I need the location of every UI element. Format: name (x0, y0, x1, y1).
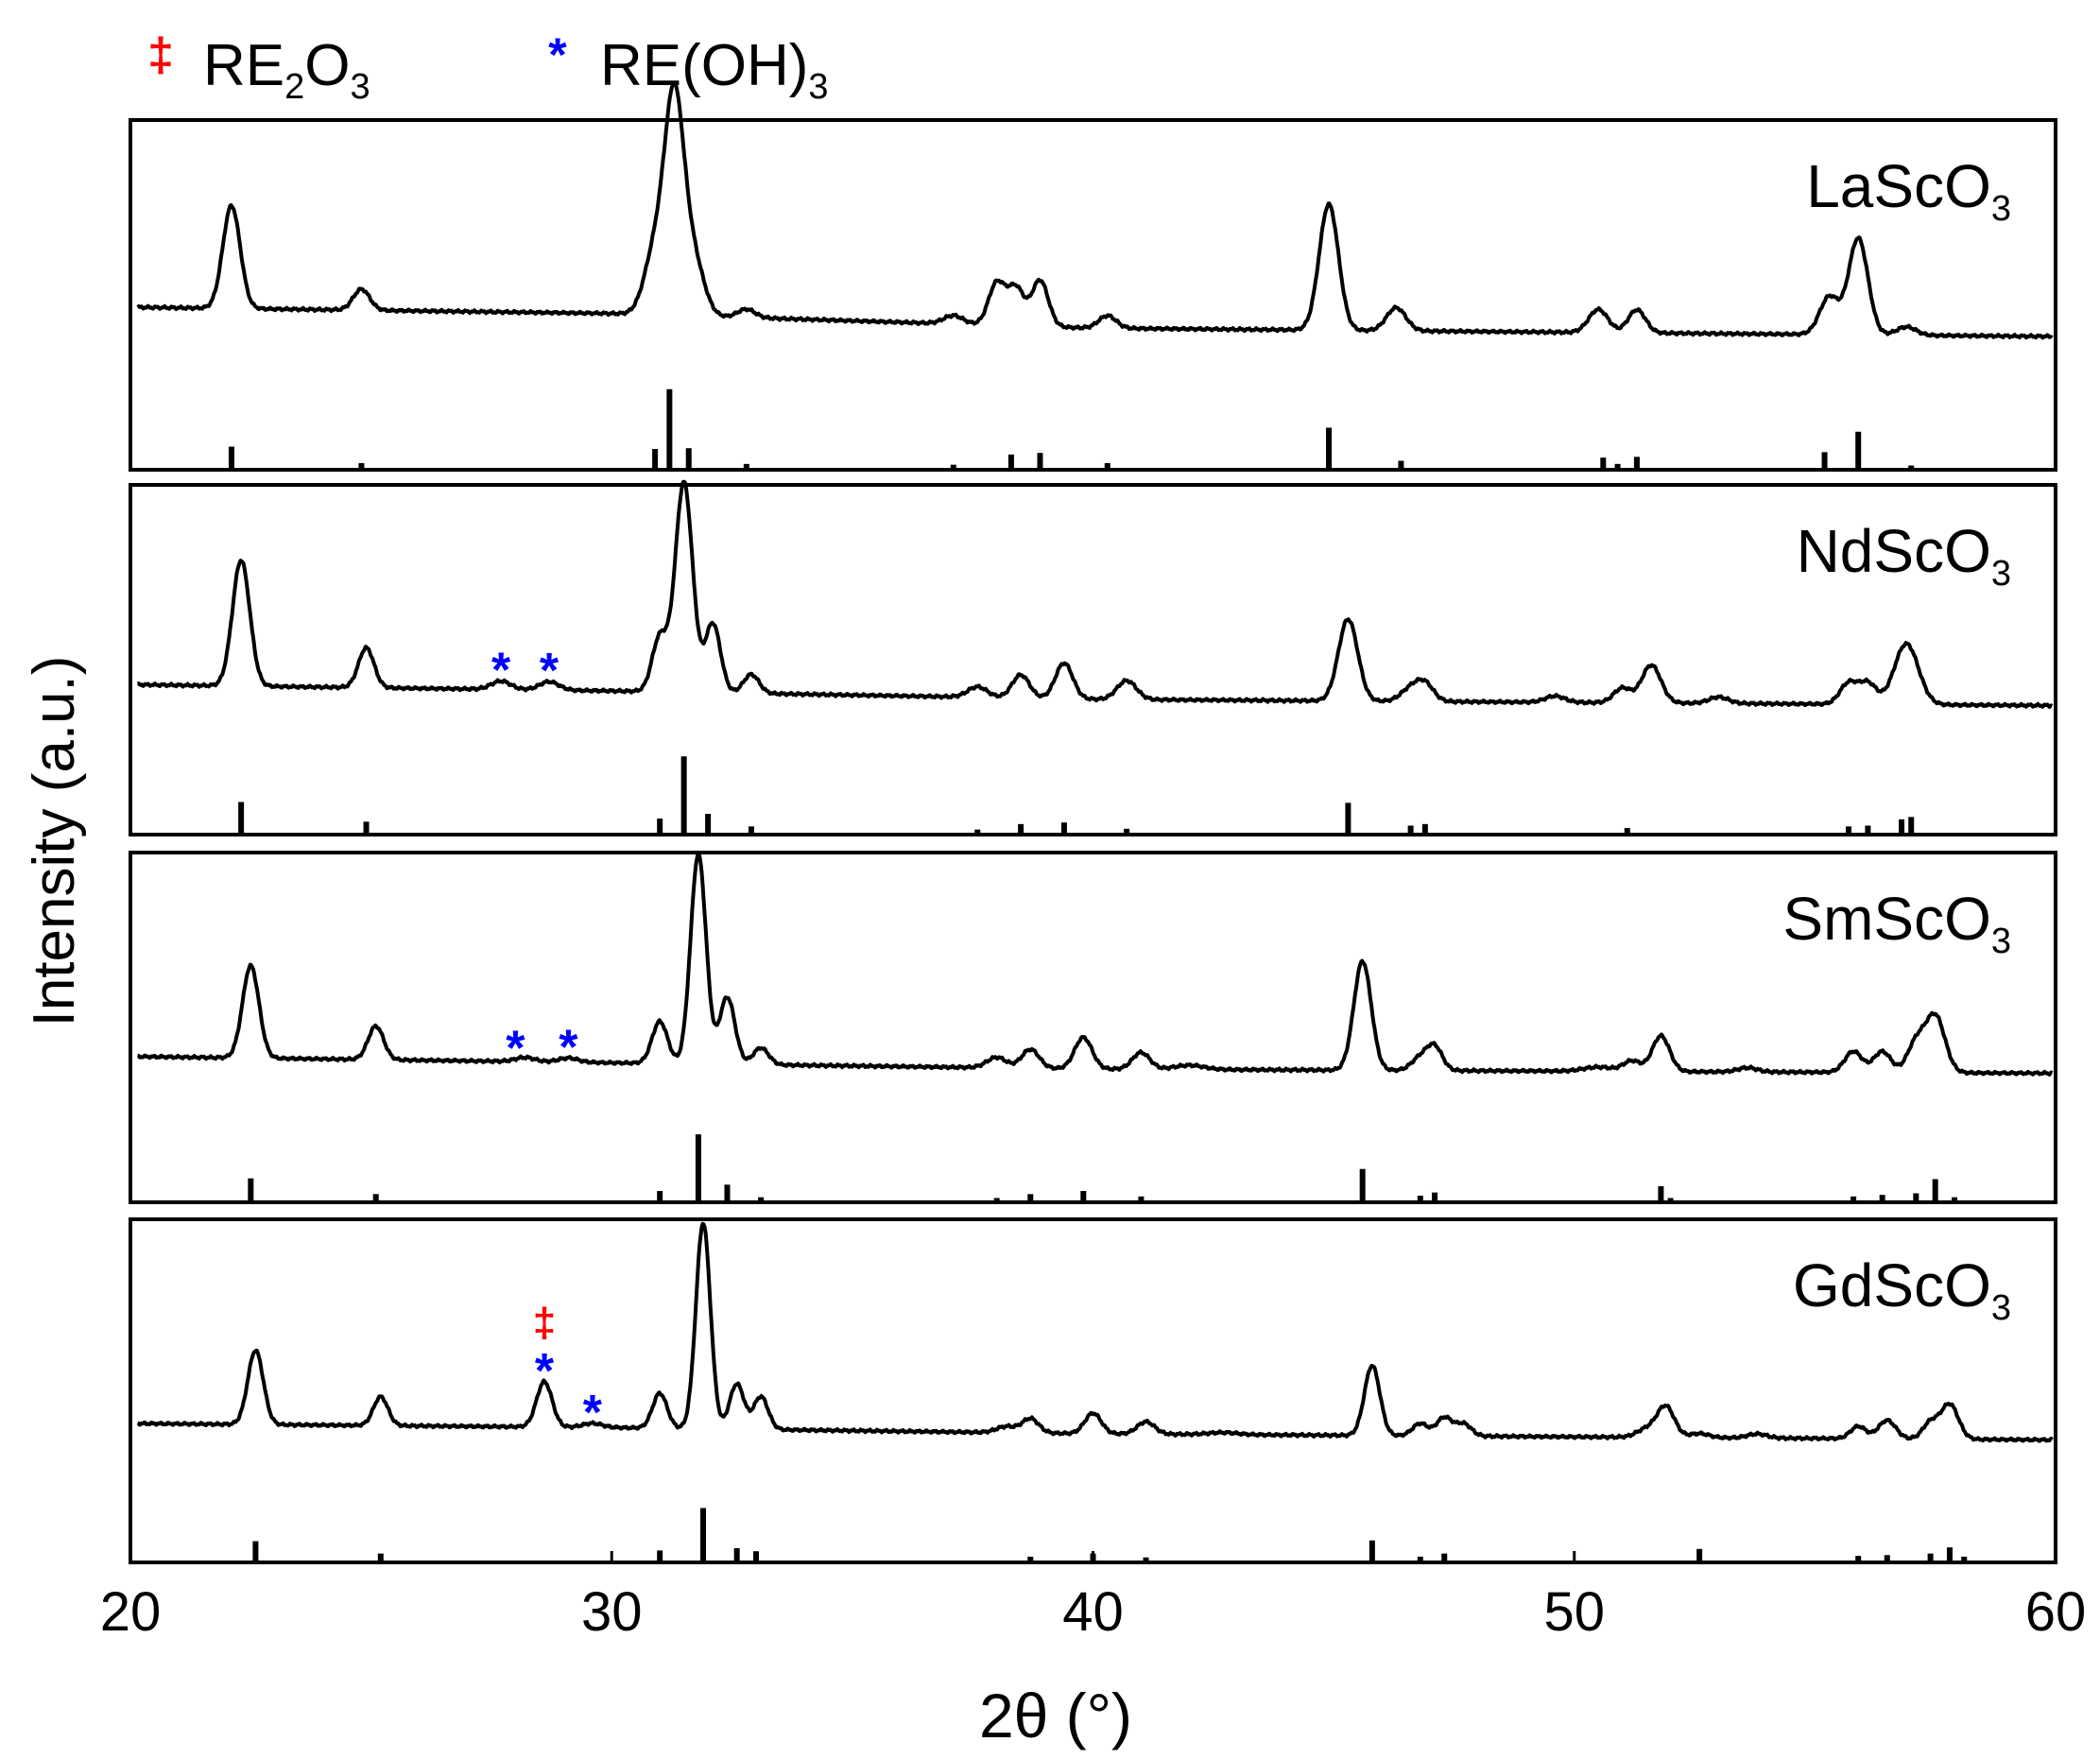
marker-3-0-0: * (535, 1344, 555, 1399)
x-tick-label-4: 60 (2025, 1581, 2087, 1643)
panel-frame-0 (129, 118, 2057, 472)
y-axis-label: Intensity (a.u.) (22, 656, 87, 1027)
xrd-curve-0 (136, 82, 2054, 340)
x-tick-label-0: 20 (100, 1581, 162, 1643)
marker-3-1-0: * (583, 1386, 603, 1440)
legend: ‡ RE2O3 * RE(OH)3 (147, 28, 828, 107)
panel-1: NdScO3 * * (129, 479, 2057, 836)
legend-symbol-1: * (548, 28, 567, 81)
legend-symbol-0: ‡ (147, 28, 174, 81)
panel-frame-1 (129, 483, 2057, 836)
panel-frame-2 (129, 851, 2057, 1204)
legend-label-0: RE2O3 (203, 33, 370, 107)
panel-0: LaScO3 (129, 82, 2057, 472)
marker-1-1-0: * (540, 644, 559, 698)
marker-2-0-0: * (506, 1021, 525, 1076)
panel-frame-3 (129, 1217, 2057, 1564)
panel-3: GdScO3*‡* (129, 1217, 2057, 1564)
x-axis-label: 2θ (°) (979, 1681, 1132, 1750)
xrd-curve-1 (136, 479, 2054, 709)
panel-label-3: GdScO3 (1793, 1251, 2011, 1328)
marker-3-0-1: ‡ (533, 1300, 556, 1346)
marker-2-1-0: * (559, 1020, 578, 1075)
panel-label-0: LaScO3 (1806, 152, 2011, 229)
x-tick-label-3: 50 (1543, 1581, 1605, 1643)
marker-1-0-0: * (491, 644, 511, 698)
panel-label-2: SmScO3 (1782, 885, 2011, 961)
panel-2: SmScO3 * * (129, 851, 2057, 1204)
x-tick-label-2: 40 (1062, 1581, 1124, 1643)
x-tick-label-1: 30 (581, 1581, 643, 1643)
panel-label-1: NdScO3 (1797, 517, 2011, 594)
legend-label-1: RE(OH)3 (600, 33, 829, 107)
xrd-curve-2 (136, 851, 2054, 1077)
xrd-curve-3 (136, 1221, 2054, 1443)
x-axis: 20 30 40 50 60 (100, 1551, 2087, 1643)
